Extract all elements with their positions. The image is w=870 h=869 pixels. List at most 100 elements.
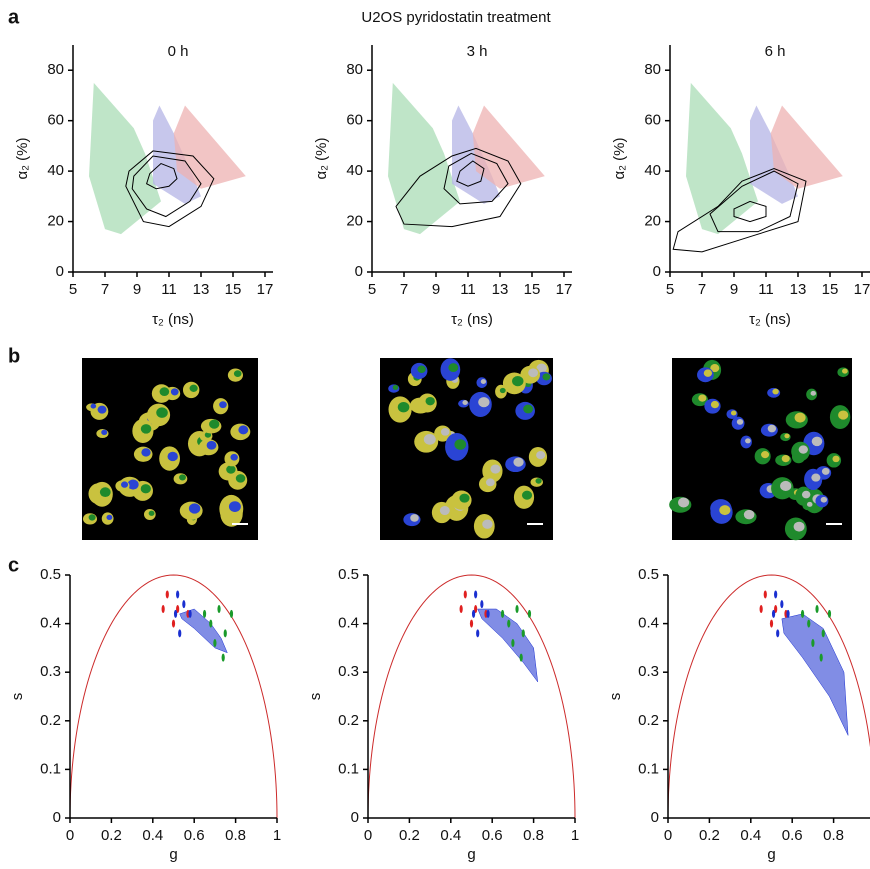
- y-tick-label: 0.2: [338, 712, 359, 729]
- y-tick-label: 0.2: [638, 712, 659, 729]
- y-tick-label: 0: [351, 809, 359, 826]
- y-tick-label: 0.5: [40, 566, 61, 583]
- cell-detail: [499, 387, 506, 394]
- subplot-title: 6 h: [765, 43, 786, 60]
- x-axis-label: τ₂ (ns): [152, 311, 194, 328]
- y-axis-label: s: [607, 693, 624, 701]
- cell-detail: [140, 424, 152, 434]
- x-axis-label: τ₂ (ns): [749, 311, 791, 328]
- x-tick-label: 7: [400, 281, 408, 298]
- reference-marker: [474, 590, 478, 599]
- cell-detail: [179, 474, 186, 481]
- x-tick-label: 0.4: [142, 827, 163, 844]
- cell-detail: [811, 436, 823, 447]
- phasor-cloud: [781, 613, 849, 736]
- reference-marker: [471, 609, 476, 618]
- reference-marker: [188, 609, 192, 618]
- cell-detail: [417, 365, 426, 374]
- x-tick-label: 0: [66, 827, 74, 844]
- cell-detail: [719, 505, 731, 516]
- cell-detail: [235, 474, 246, 483]
- reference-marker: [511, 639, 515, 648]
- reference-marker: [173, 609, 178, 618]
- reference-marker: [827, 609, 832, 618]
- cell-detail: [838, 410, 849, 420]
- reference-marker: [221, 653, 225, 662]
- x-tick-label: 5: [69, 281, 77, 298]
- y-axis-label: α₂ (%): [313, 138, 330, 180]
- y-axis-label: α₂ (%): [14, 138, 31, 180]
- x-tick-label: 11: [161, 281, 177, 298]
- cell-detail: [121, 481, 129, 488]
- reference-marker: [763, 590, 767, 599]
- cell-detail: [189, 384, 198, 392]
- cell-detail: [392, 384, 399, 390]
- x-tick-label: 7: [698, 281, 706, 298]
- reference-marker: [759, 605, 763, 614]
- cell-detail: [703, 369, 713, 377]
- cell-detail: [710, 400, 719, 409]
- reference-marker: [800, 609, 805, 618]
- x-tick-label: 0.6: [782, 827, 803, 844]
- cell-detail: [440, 428, 450, 436]
- cell-detail: [513, 457, 524, 467]
- y-tick-label: 80: [47, 61, 64, 78]
- reference-marker: [507, 619, 511, 628]
- x-tick-label: 15: [822, 281, 839, 298]
- reference-marker: [521, 629, 525, 638]
- x-axis-label: g: [767, 846, 775, 863]
- y-tick-label: 0.3: [40, 663, 61, 680]
- reference-marker: [213, 639, 217, 648]
- universal-circle: [69, 574, 278, 819]
- x-tick-label: 9: [432, 281, 440, 298]
- reference-marker: [209, 619, 213, 628]
- reference-marker: [165, 590, 169, 599]
- x-tick-label: 17: [854, 281, 870, 298]
- y-tick-label: 0.1: [40, 760, 61, 777]
- y-tick-label: 0.4: [638, 615, 659, 632]
- region: [686, 82, 758, 235]
- cell-detail: [454, 439, 467, 450]
- contour: [395, 147, 522, 228]
- y-tick-label: 20: [644, 213, 661, 230]
- subplot-title: 0 h: [168, 43, 189, 60]
- x-tick-label: 11: [460, 281, 476, 298]
- cell-detail: [88, 514, 96, 521]
- cell-detail: [397, 401, 410, 413]
- y-tick-label: 0.3: [638, 663, 659, 680]
- cell-detail: [810, 390, 817, 396]
- cell-detail: [801, 490, 811, 499]
- cell-detail: [219, 401, 227, 409]
- contour: [733, 200, 767, 223]
- y-tick-label: 20: [47, 213, 64, 230]
- cell-detail: [156, 407, 168, 418]
- reference-marker: [161, 605, 165, 614]
- cell-detail: [480, 379, 487, 384]
- cell-detail: [743, 509, 755, 520]
- cell-detail: [542, 373, 551, 381]
- x-tick-label: 13: [790, 281, 807, 298]
- reference-marker: [821, 629, 825, 638]
- x-tick-label: 9: [730, 281, 738, 298]
- cell-detail: [798, 445, 808, 454]
- cell-detail: [206, 440, 217, 450]
- y-tick-label: 40: [47, 162, 64, 179]
- x-tick-label: 13: [492, 281, 509, 298]
- contour: [672, 168, 807, 253]
- y-tick-label: 40: [346, 162, 363, 179]
- cell-detail: [793, 521, 805, 532]
- reference-marker: [786, 609, 790, 618]
- cell-detail: [238, 425, 249, 435]
- x-tick-label: 0.2: [399, 827, 420, 844]
- x-tick-label: 0.6: [184, 827, 205, 844]
- cell-detail: [678, 497, 690, 508]
- x-tick-label: 0.8: [225, 827, 246, 844]
- x-tick-label: 15: [225, 281, 242, 298]
- y-tick-label: 60: [346, 112, 363, 129]
- x-tick-label: 0.2: [699, 827, 720, 844]
- reference-marker: [819, 653, 823, 662]
- cell-detail: [159, 387, 170, 396]
- universal-circle: [367, 574, 576, 819]
- x-tick-label: 17: [556, 281, 573, 298]
